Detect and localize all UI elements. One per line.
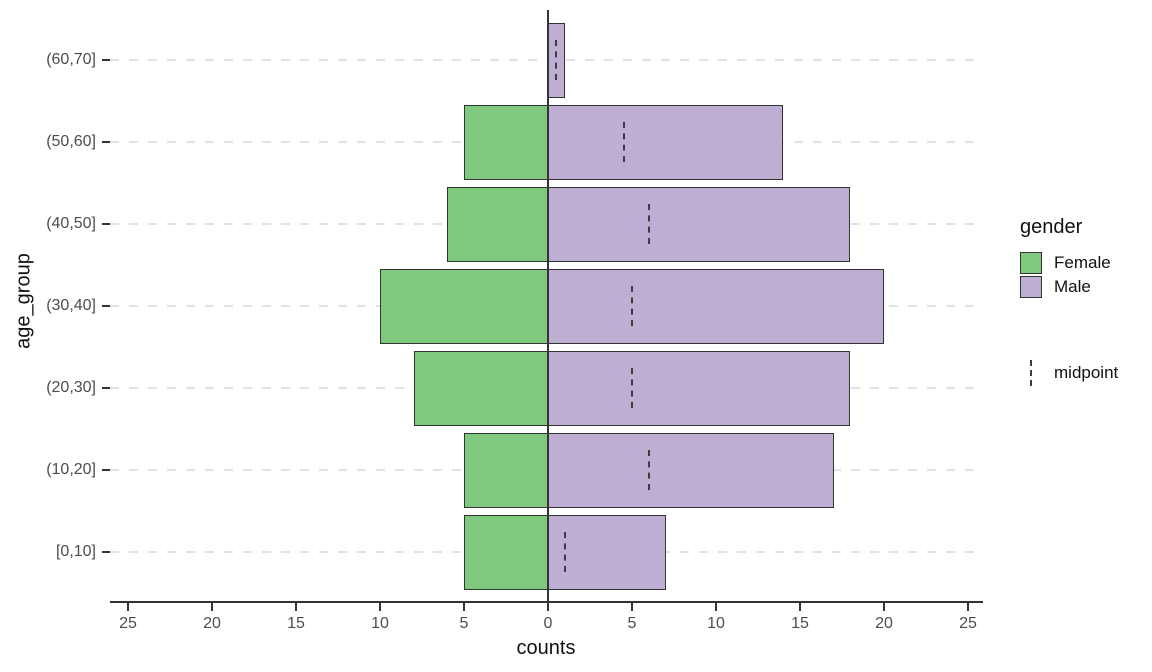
- bar-male-(50,60]: [548, 104, 784, 180]
- bar-female-[0,10]: [464, 514, 548, 590]
- x-tick-4: [463, 603, 465, 611]
- midpoint-line-(60,70]: [555, 40, 558, 80]
- y-tick-(50,60]: [102, 141, 110, 143]
- gridline-(60,70]: [110, 59, 983, 61]
- x-tick-0: [127, 603, 129, 611]
- zero-line: [547, 10, 549, 603]
- bar-female-(50,60]: [464, 104, 548, 180]
- legend-label-midpoint: midpoint: [1054, 363, 1119, 382]
- y-tick-(30,40]: [102, 305, 110, 307]
- y-tick-[0,10]: [102, 551, 110, 553]
- midpoint-line-(40,50]: [647, 204, 650, 244]
- midpoint-line-(50,60]: [622, 122, 625, 162]
- x-tick-label-10: 25: [959, 615, 977, 632]
- bar-female-(40,50]: [447, 186, 548, 262]
- legend-label-female: Female: [1054, 253, 1111, 272]
- female-swatch-icon: [1020, 252, 1042, 274]
- midpoint-line-(10,20]: [647, 450, 650, 490]
- bar-male-(20,30]: [548, 350, 851, 426]
- y-tick-label-(30,40]: (30,40]: [46, 297, 96, 314]
- x-axis-title: counts: [516, 637, 576, 659]
- x-tick-2: [295, 603, 297, 611]
- x-tick-label-2: 15: [287, 615, 305, 632]
- x-tick-label-1: 20: [203, 615, 221, 632]
- x-tick-6: [631, 603, 633, 611]
- midpoint-line-(20,30]: [631, 368, 633, 408]
- x-tick-8: [799, 603, 801, 611]
- midpoint-dash-icon: [1020, 360, 1042, 386]
- x-tick-10: [967, 603, 969, 611]
- y-tick-(60,70]: [102, 59, 110, 61]
- x-tick-label-7: 10: [707, 615, 725, 632]
- legend: gender Female Male midpoint: [1008, 216, 1148, 387]
- legend-item-midpoint: midpoint: [1020, 359, 1148, 387]
- x-tick-label-9: 20: [875, 615, 893, 632]
- x-tick-label-3: 10: [371, 615, 389, 632]
- x-axis-line: [110, 601, 983, 603]
- legend-item-female: Female: [1020, 251, 1148, 275]
- x-tick-9: [883, 603, 885, 611]
- male-swatch-icon: [1020, 276, 1042, 298]
- x-tick-label-6: 5: [627, 615, 637, 632]
- x-tick-label-5: 0: [543, 615, 553, 632]
- x-tick-7: [715, 603, 717, 611]
- bar-female-(20,30]: [413, 350, 548, 426]
- midpoint-line-(30,40]: [631, 286, 633, 326]
- bar-male-(30,40]: [548, 268, 884, 344]
- plot-area: 25 20 15 10 5 0 5 10 15 20 25 (60,70] (50,60] (40,50]…: [46, 10, 983, 632]
- bar-female-(30,40]: [380, 268, 548, 344]
- y-tick-label-(50,60]: (50,60]: [46, 133, 96, 150]
- legend-title: gender: [1020, 216, 1083, 238]
- x-tick-label-8: 15: [791, 615, 809, 632]
- y-tick-label-(40,50]: (40,50]: [46, 215, 96, 232]
- bar-male-(10,20]: [548, 432, 834, 508]
- bar-male-[0,10]: [548, 514, 666, 590]
- bar-female-(10,20]: [464, 432, 548, 508]
- x-tick-5: [547, 603, 549, 611]
- y-axis-title: age_group: [12, 253, 35, 349]
- y-tick-label-[0,10]: [0,10]: [55, 543, 96, 560]
- y-tick-label-(60,70]: (60,70]: [46, 51, 96, 68]
- midpoint-line-[0,10]: [563, 532, 566, 572]
- x-tick-label-4: 5: [459, 615, 469, 632]
- legend-label-male: Male: [1054, 277, 1091, 296]
- legend-item-male: Male: [1020, 275, 1148, 299]
- y-tick-(40,50]: [102, 223, 110, 225]
- x-tick-label-0: 25: [119, 615, 137, 632]
- y-tick-label-(10,20]: (10,20]: [46, 461, 96, 478]
- x-tick-3: [379, 603, 381, 611]
- x-tick-1: [211, 603, 213, 611]
- y-tick-(20,30]: [102, 387, 110, 389]
- y-tick-label-(20,30]: (20,30]: [46, 379, 96, 396]
- y-tick-(10,20]: [102, 469, 110, 471]
- bar-male-(40,50]: [548, 186, 851, 262]
